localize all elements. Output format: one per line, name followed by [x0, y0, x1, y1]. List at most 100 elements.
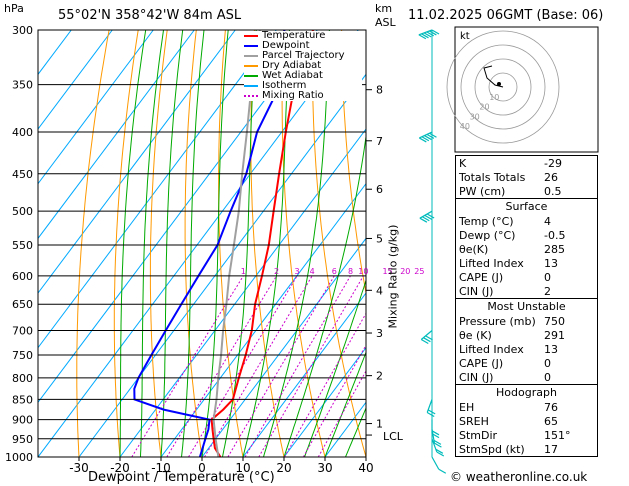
wind-barb-flag [423, 337, 431, 343]
wind-barb-flag [429, 30, 437, 36]
table-row: PW (cm) 0.5 [456, 184, 598, 199]
km-label: km [375, 2, 393, 15]
wind-barb-staff [431, 456, 440, 470]
legend-label: Parcel Trajectory [262, 50, 345, 61]
isotherm-line [38, 30, 154, 185]
pressure-tick-label: 750 [12, 349, 33, 362]
legend-swatch [244, 85, 258, 87]
wind-barb-flag [423, 32, 432, 38]
hodograph-unit-label: kt [460, 31, 470, 42]
mixing-ratio-label: 15 [382, 267, 392, 276]
legend-swatch [244, 35, 258, 37]
km-tick-label: 6 [376, 183, 383, 196]
legend-item: Parcel Trajectory [244, 51, 362, 61]
dry-adiabat-line [603, 30, 629, 457]
legend-label: Mixing Ratio [262, 90, 324, 101]
temp-tick-label: -20 [110, 461, 130, 475]
pressure-tick-label: 650 [12, 298, 33, 311]
index-value: 0 [544, 370, 551, 384]
mixing-ratio-line [284, 312, 366, 457]
isotherm-line [38, 30, 72, 76]
km-tick-label: 8 [376, 84, 383, 97]
table-row: K -29 [456, 156, 598, 171]
wind-barb-flag [425, 335, 433, 341]
pressure-tick-label: 550 [12, 239, 33, 252]
dry-adiabat-line [341, 30, 366, 296]
index-label: K [459, 156, 467, 170]
isotherm-line [242, 292, 366, 457]
mixing-ratio-label: 8 [348, 267, 353, 276]
index-label: StmSpd (kt) [459, 442, 525, 456]
wind-barb-flag [421, 33, 429, 39]
isotherm-line [38, 30, 195, 240]
wind-barb-flag [426, 31, 435, 37]
index-label: CAPE (J) [459, 270, 504, 284]
wind-barb-flag [436, 451, 445, 457]
legend-swatch [244, 65, 258, 67]
index-value: 4 [544, 214, 551, 228]
isotherm-line [38, 30, 318, 404]
dry-adiabat-line [149, 30, 168, 457]
wind-barb-flag [419, 137, 427, 143]
temp-tick-label: 10 [235, 461, 250, 475]
index-label: Lifted Index [459, 256, 524, 270]
indices-panel: K -29 Totals Totals 26 PW (cm) 0.5 Surface Tem… [455, 155, 598, 457]
legend-label: Dry Adiabat [262, 60, 322, 71]
surface-table: Surface Temp (°C) 4 Dewp (°C) -0.5 θe(K) 285 Li… [455, 199, 598, 299]
pressure-tick-label: 450 [12, 168, 33, 181]
wind-barb [418, 29, 440, 40]
index-label: θe(K) [459, 242, 489, 256]
index-value: 0 [544, 356, 551, 370]
mixing-ratio-label: 20 [400, 267, 410, 276]
wind-barb [419, 210, 435, 223]
hodograph-ring [460, 44, 546, 130]
legend-item: Dry Adiabat [244, 61, 362, 71]
lcl-label: LCL [383, 430, 404, 443]
wind-barb-staff [419, 210, 433, 219]
wind-barb-flag [438, 468, 447, 474]
legend-item: Isotherm [244, 81, 362, 91]
index-value: 2 [544, 284, 551, 298]
wind-barb-flag [431, 430, 440, 436]
index-label: θe (K) [459, 328, 492, 342]
legend-swatch [244, 95, 258, 97]
dry-adiabat-line [76, 30, 110, 457]
wind-barb [431, 429, 442, 448]
isotherm-line [38, 30, 359, 457]
index-label: StmDir [459, 428, 498, 442]
table-row: StmDir 151° [456, 428, 598, 442]
wind-barb-flag [421, 136, 430, 142]
wind-barb-flag [435, 448, 444, 454]
pressure-tick-label: 350 [12, 79, 33, 92]
wind-barb-flag [424, 135, 432, 141]
mixing-ratio-axis-label: Mixing Ratio (g/kg) [386, 224, 400, 329]
pressure-tick-label: 700 [12, 325, 33, 338]
legend-label: Isotherm [262, 80, 307, 91]
pressure-tick-label: 900 [12, 414, 33, 427]
index-label: EH [459, 400, 475, 414]
mixing-ratio-label: 10 [358, 267, 368, 276]
table-row: CIN (J) 0 [456, 370, 598, 385]
index-label: CAPE (J) [459, 356, 504, 370]
mixing-ratio-label: 25 [414, 267, 424, 276]
wind-barb-flag [433, 439, 442, 445]
temp-tick-label: 20 [276, 461, 291, 475]
index-value: 13 [544, 342, 558, 356]
legend-item: Mixing Ratio [244, 91, 362, 101]
isotherm-line [78, 73, 366, 457]
index-label: CIN (J) [459, 370, 494, 384]
legend-item: Temperature [244, 31, 362, 41]
index-value: 0 [544, 270, 551, 284]
skewt-axes: 3003504004505005506006507007508008509009… [5, 24, 424, 475]
datetime-title: 11.02.2025 06GMT (Base: 06) [408, 8, 604, 23]
hodograph-ring-label: 10 [489, 93, 499, 102]
legend-label: Dewpoint [262, 40, 310, 51]
table-row: Lifted Index 13 [456, 256, 598, 270]
mixing-ratio-line [204, 275, 313, 457]
wind-barb-flag [434, 442, 442, 448]
mixing-ratio-label: 1 [241, 267, 246, 276]
wind-barb-flag [431, 29, 440, 35]
wind-barb [431, 438, 445, 457]
legend-item: Dewpoint [244, 41, 362, 51]
